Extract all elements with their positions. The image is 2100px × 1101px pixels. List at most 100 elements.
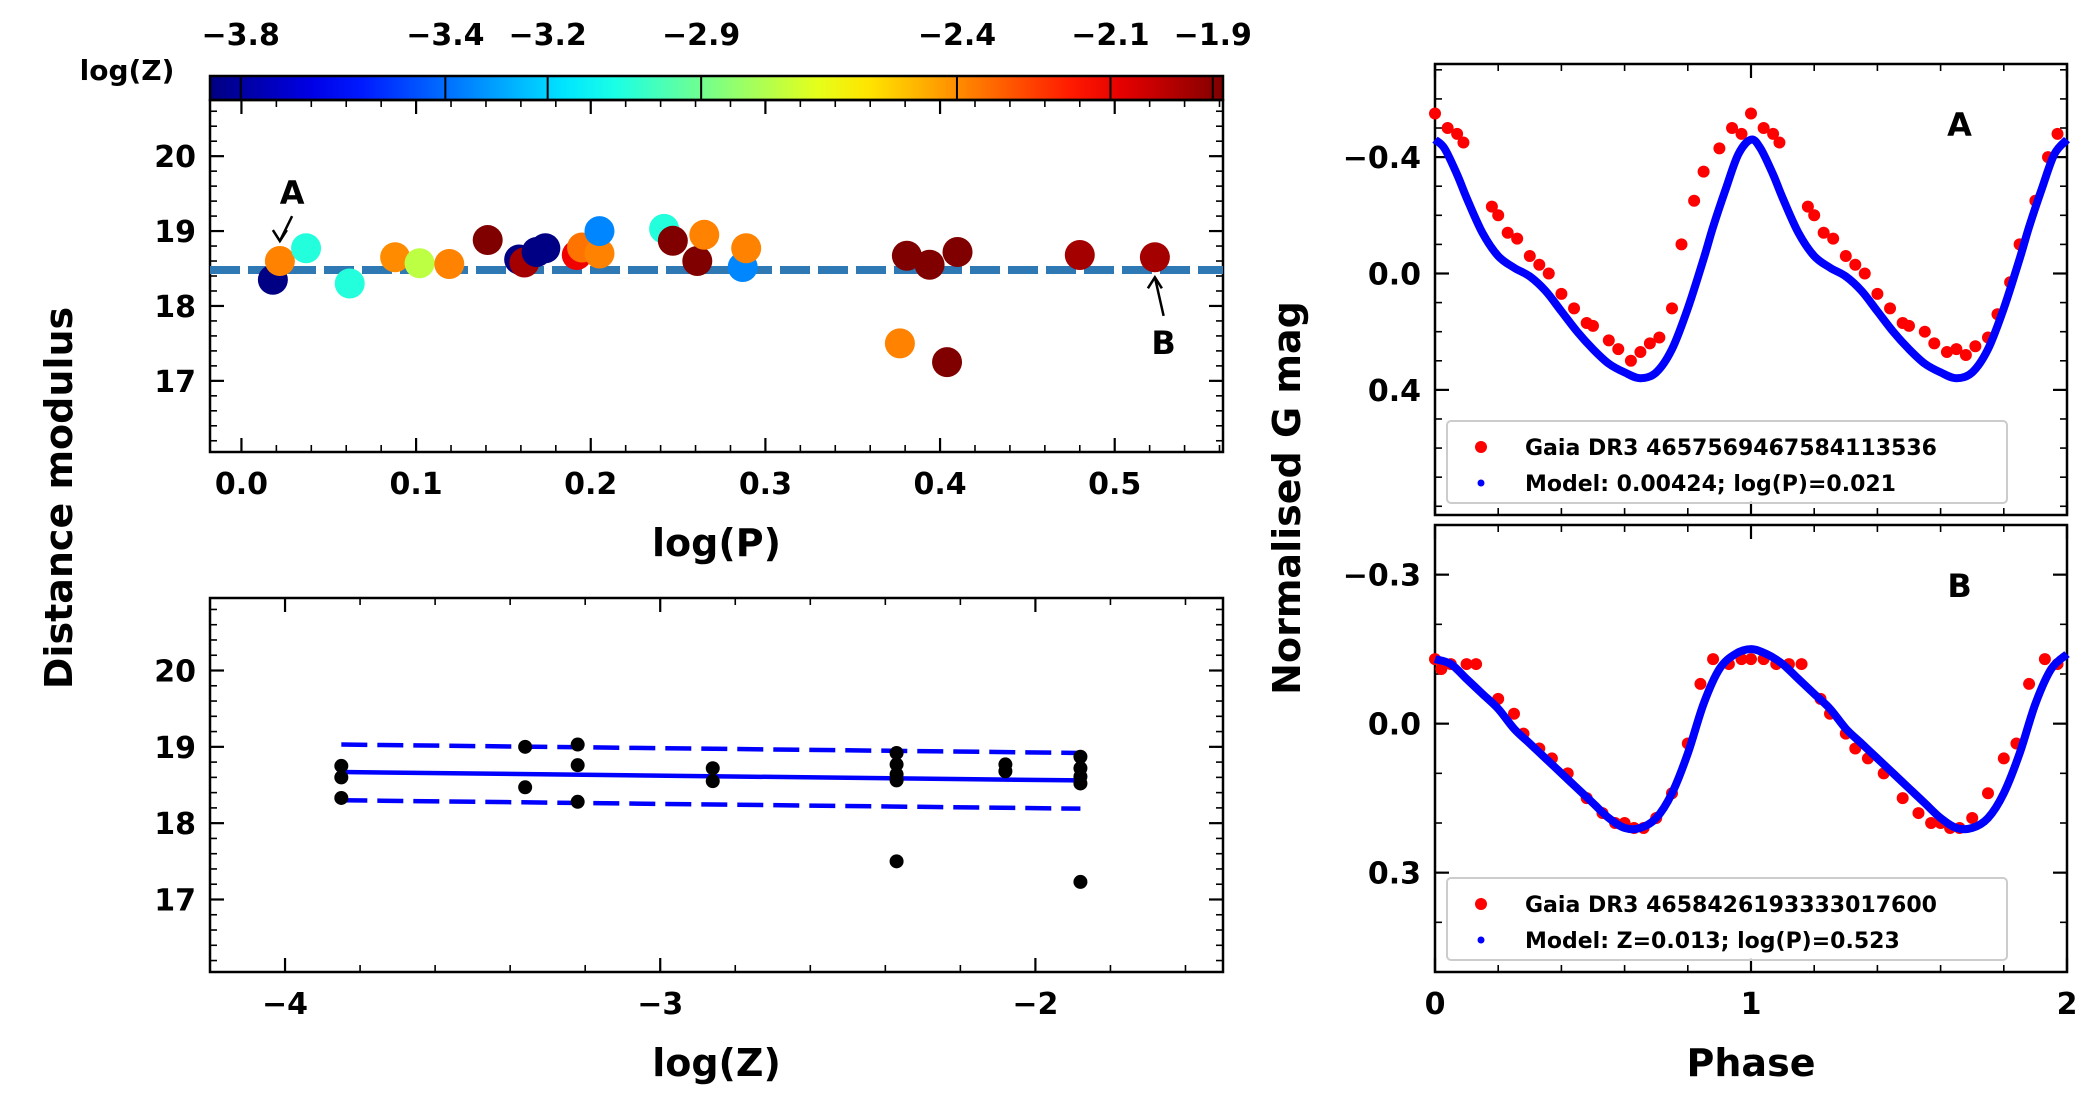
- observed-point: [1508, 707, 1520, 720]
- colorbar-label: log(Z): [80, 54, 175, 87]
- star-point: [530, 233, 561, 264]
- observed-point: [1735, 127, 1748, 140]
- observed-point: [1713, 142, 1726, 155]
- observed-point: [1997, 752, 2010, 765]
- star-point: [584, 216, 615, 247]
- x-tick-label: 0: [1425, 987, 1446, 1022]
- logz-xlabel: log(Z): [652, 1041, 781, 1085]
- star-point: [334, 758, 349, 773]
- observed-point: [1858, 267, 1871, 280]
- observed-point: [1969, 340, 1982, 353]
- x-tick-label: 1: [1741, 987, 1762, 1022]
- colorbar-tick-label: −1.9: [1174, 18, 1252, 53]
- observed-point: [1925, 817, 1938, 829]
- logp-xlabel: log(P): [652, 521, 781, 565]
- annotation-arrowhead: [271, 229, 288, 244]
- observed-point: [1470, 658, 1483, 671]
- star-point: [434, 249, 465, 280]
- star-point: [682, 246, 713, 277]
- legend-observed-marker: [1475, 441, 1487, 453]
- observed-point: [1643, 337, 1656, 350]
- star-point: [914, 249, 945, 280]
- star-point: [705, 761, 720, 776]
- observed-point: [1745, 653, 1757, 666]
- legend: Gaia DR3 4657569467584113536 Model: 0.004…: [1446, 420, 2008, 504]
- observed-point: [1568, 302, 1581, 315]
- panel-label: A: [1947, 106, 1972, 144]
- observed-point: [1808, 209, 1821, 222]
- observed-point: [1653, 331, 1666, 344]
- star-point: [472, 225, 503, 256]
- distance-modulus-ylabel: Distance modulus: [37, 307, 81, 689]
- star-point: [334, 770, 349, 785]
- star-point: [570, 737, 585, 752]
- observed-point: [1666, 302, 1678, 315]
- observed-point: [1801, 200, 1814, 213]
- fit-upper-bound: [341, 742, 1081, 756]
- annotation-arrowhead: [1146, 274, 1163, 289]
- observed-point: [2051, 127, 2064, 140]
- observed-point: [1542, 267, 1555, 280]
- colorbar-tick-label: −2.4: [918, 18, 996, 53]
- observed-point: [1492, 209, 1505, 222]
- star-point: [1139, 242, 1170, 273]
- y-tick-label: 19: [154, 215, 196, 250]
- colorbar-tick-label: −2.9: [662, 18, 740, 53]
- legend-label: Gaia DR3 4658426193333017600: [1525, 893, 1937, 918]
- observed-point: [1435, 663, 1448, 676]
- observed-point: [1928, 337, 1941, 350]
- colorbar: −3.8 −3.4 −3.2 −2.9 −2.4 −2.1 −1.9: [202, 18, 1252, 102]
- observed-point: [1918, 325, 1931, 338]
- observed-point: [1896, 792, 1909, 805]
- annotation-label: A: [280, 174, 305, 212]
- observed-point: [1839, 250, 1852, 263]
- observed-point: [1884, 302, 1897, 315]
- observed-point: [1511, 232, 1524, 245]
- observed-point: [1912, 807, 1925, 820]
- y-tick-label: 17: [154, 365, 196, 400]
- observed-point: [1871, 287, 1884, 300]
- colorbar-tick-label: −2.1: [1071, 18, 1149, 53]
- x-tick-label: −3: [637, 987, 683, 1022]
- colorbar-tick-label: −3.4: [406, 18, 484, 53]
- observed-point: [1460, 658, 1473, 671]
- observed-point: [1966, 812, 1979, 825]
- observed-point: [1940, 346, 1953, 359]
- y-tick-label: 0.0: [1368, 257, 1421, 292]
- legend-model-marker: [1477, 479, 1485, 487]
- observed-point: [1767, 127, 1780, 140]
- observed-point: [1827, 232, 1840, 245]
- bottom-left-axes: −4 −3 −2 17 18 19 20 log(Z): [154, 596, 1225, 1085]
- legend-box: [1446, 877, 2008, 961]
- observed-point: [1849, 258, 1862, 271]
- model-curve: [1433, 645, 2070, 834]
- observed-point: [1773, 136, 1786, 149]
- star-point: [570, 758, 585, 773]
- star-point: [584, 238, 615, 269]
- observed-point: [1533, 258, 1546, 271]
- star-point: [932, 347, 963, 378]
- bottom-left-frame: [208, 596, 1225, 974]
- observed-point: [1451, 127, 1464, 140]
- colorbar-tick-label: −3.2: [509, 18, 587, 53]
- phase-xlabel: Phase: [1687, 1041, 1816, 1085]
- observed-point: [1602, 334, 1615, 347]
- legend-label: Model: 0.00424; log(P)=0.021: [1525, 472, 1896, 497]
- star-point: [689, 219, 720, 250]
- right-bottom-axes: 0 1 2 −0.3 0.0 0.3 B Gaia DR3 46584261933330176…: [1343, 523, 2077, 1022]
- observed-point: [1903, 319, 1915, 332]
- panel-label: B: [1947, 567, 1971, 605]
- observed-point: [2023, 677, 2036, 690]
- observed-point: [1555, 287, 1568, 300]
- star-point: [380, 242, 411, 273]
- observed-point: [1726, 122, 1739, 135]
- observed-point: [1429, 107, 1441, 120]
- observed-point: [1795, 658, 1808, 671]
- y-tick-label: 0.3: [1368, 857, 1421, 892]
- observed-point: [1745, 107, 1757, 120]
- star-point: [1064, 240, 1095, 271]
- legend-label: Model: Z=0.013; log(P)=0.523: [1525, 929, 1900, 954]
- observed-point: [1950, 343, 1963, 356]
- observed-point: [1697, 165, 1710, 178]
